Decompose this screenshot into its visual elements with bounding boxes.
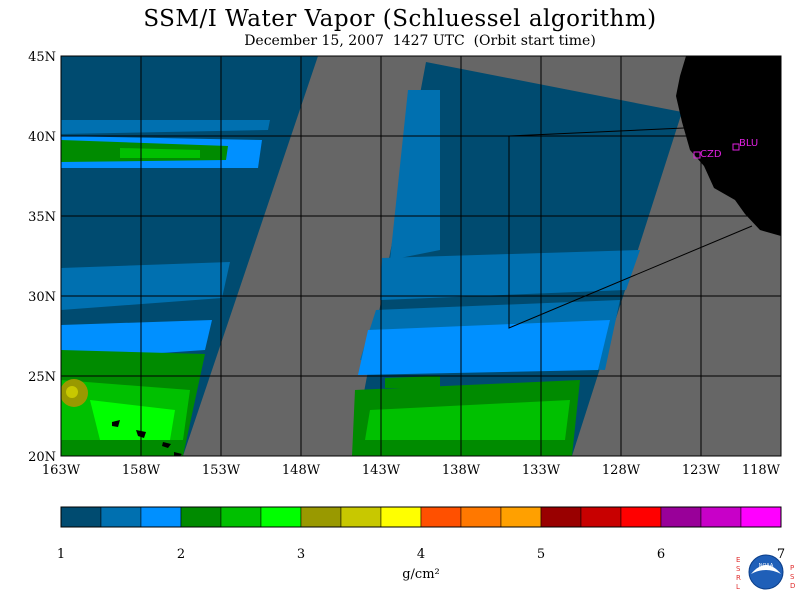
island-4	[174, 452, 182, 456]
domain-outline	[508, 127, 685, 137]
colorbar-swatch	[660, 506, 702, 528]
swath-west-green-band-2	[120, 148, 200, 158]
lat-label: 25N	[28, 370, 56, 385]
station-marker-blu	[732, 143, 740, 151]
swath-west-bright-green	[90, 400, 175, 440]
station-label-blu: BLU	[739, 138, 758, 149]
colorbar-swatch	[140, 506, 182, 528]
colorbar-swatch	[340, 506, 382, 528]
colorbar-tick-label: 3	[297, 547, 305, 562]
map-frame	[60, 55, 782, 457]
colorbar-swatch	[260, 506, 302, 528]
colorbar-tick-label: 7	[777, 547, 785, 562]
station-marker-czd	[693, 151, 701, 159]
lat-label: 30N	[28, 290, 56, 305]
lon-label: 138W	[442, 463, 481, 478]
noaa-emblem-icon	[748, 554, 784, 590]
island-3	[162, 442, 171, 448]
colorbar-frame	[60, 506, 782, 528]
colorbar-tick-label: 6	[657, 547, 665, 562]
colorbar-swatch	[460, 506, 502, 528]
lat-label: 20N	[28, 450, 56, 465]
colorbar	[60, 506, 782, 528]
swath-middle-band-2	[380, 250, 640, 300]
colorbar-swatch	[100, 506, 142, 528]
station-label-czd: CZD	[700, 149, 722, 160]
land-north-america	[676, 56, 781, 236]
svg-text:PSD: PSD	[790, 564, 795, 590]
lon-label: 133W	[522, 463, 561, 478]
map-area: CZD BLU	[61, 56, 781, 456]
colorbar-tick-label: 4	[417, 547, 425, 562]
lat-label: 45N	[28, 50, 56, 65]
domain-outline-sides	[508, 136, 753, 329]
island-1	[112, 420, 120, 427]
colorbar-swatch	[380, 506, 422, 528]
swath-middle-green-patch	[385, 376, 440, 388]
colorbar-swatch	[180, 506, 222, 528]
lon-label: 153W	[202, 463, 241, 478]
swath-west-olive-spot-core	[66, 386, 78, 398]
longitude-labels: 163W 158W 153W 148W 143W 138W 133W 128W 123W 118W	[42, 463, 781, 478]
lon-label: 128W	[602, 463, 641, 478]
colorbar-swatch	[580, 506, 622, 528]
swath-west-low-1	[61, 262, 230, 310]
swath-middle-band-1	[390, 90, 440, 260]
colorbar-swatch	[420, 506, 462, 528]
graticule	[61, 56, 781, 456]
noaa-emblem-text: NOAA	[759, 563, 774, 569]
noaa-gull-shape	[751, 565, 781, 574]
colorbar-swatch	[540, 506, 582, 528]
lon-label: 118W	[742, 463, 781, 478]
swath-middle-band-4	[358, 320, 610, 375]
lon-label: 148W	[282, 463, 321, 478]
lat-label: 40N	[28, 130, 56, 145]
colorbar-swatch	[620, 506, 662, 528]
swath-west-band-1	[61, 120, 270, 134]
colorbar-tick-label: 2	[177, 547, 185, 562]
colorbar-swatch	[60, 506, 102, 528]
lon-label: 143W	[362, 463, 401, 478]
latitude-labels: 45N 40N 35N 30N 25N 20N	[28, 50, 56, 465]
colorbar-swatch	[220, 506, 262, 528]
colorbar-swatch	[700, 506, 742, 528]
lat-label: 35N	[28, 210, 56, 225]
page-title: SSM/I Water Vapor (Schluessel algorithm)	[143, 6, 657, 32]
page-subtitle: December 15, 2007 1427 UTC (Orbit start …	[244, 33, 596, 49]
colorbar-tick-labels: 1 2 3 4 5 6 7	[57, 547, 785, 562]
lon-label: 163W	[42, 463, 81, 478]
colorbar-swatch	[500, 506, 542, 528]
lon-label: 158W	[122, 463, 161, 478]
colorbar-tick-label: 5	[537, 547, 545, 562]
swath-west-low-2	[61, 320, 212, 360]
colorbar-units: g/cm²	[402, 567, 440, 582]
lon-label: 123W	[682, 463, 721, 478]
colorbar-tick-label: 1	[57, 547, 65, 562]
colorbar-swatch	[300, 506, 342, 528]
swath-middle-green-south-2	[365, 400, 570, 440]
colorbar-swatch	[740, 506, 782, 528]
